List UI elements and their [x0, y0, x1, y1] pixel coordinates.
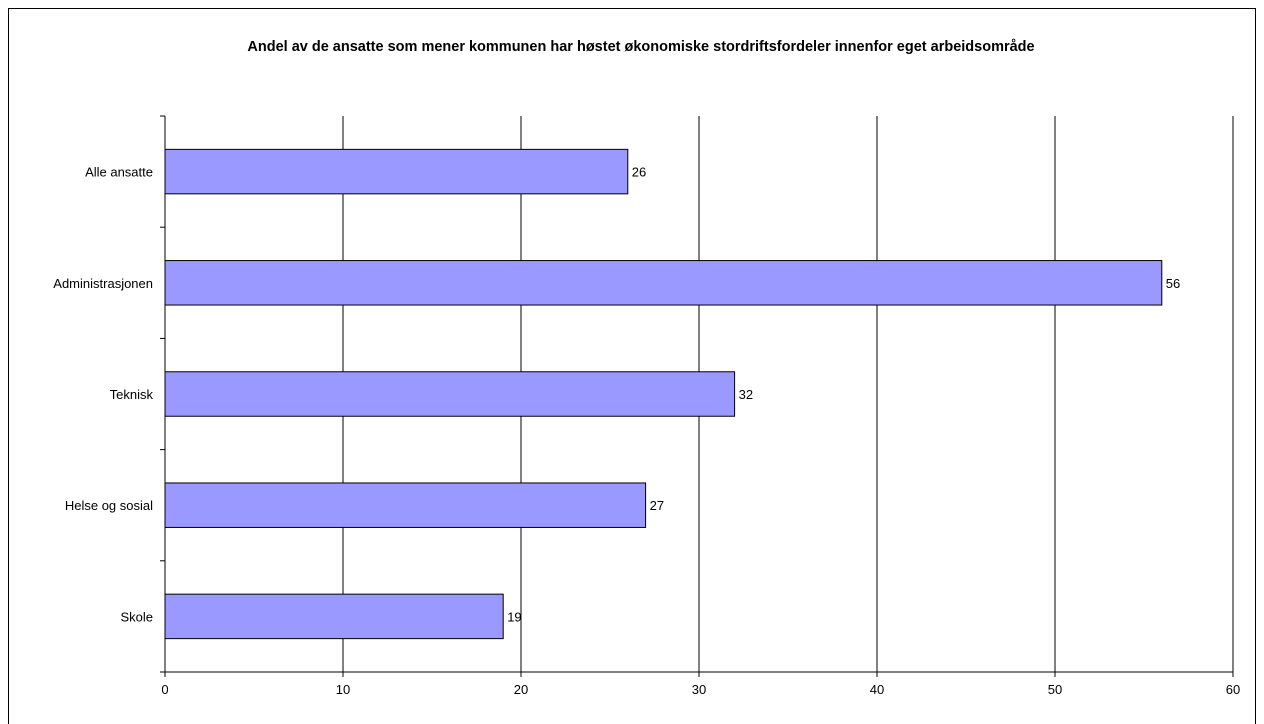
- bar: [164, 593, 504, 640]
- labels: Alle ansatte 26 Administrasjonen 56 Teknisk 3…: [53, 165, 1180, 625]
- bar: [164, 260, 1163, 306]
- x-tick-label: 30: [692, 682, 706, 697]
- category-label: Helse og sosial: [65, 498, 153, 513]
- category-label: Administrasjonen: [53, 276, 153, 291]
- data-label: 56: [1166, 276, 1180, 291]
- category-label: Skole: [120, 609, 153, 624]
- x-tick-label: 10: [336, 682, 350, 697]
- x-tick-label: 40: [870, 682, 884, 697]
- bar: [164, 371, 736, 417]
- data-label: 19: [507, 609, 521, 624]
- x-tick-label: 60: [1226, 682, 1240, 697]
- bars: [164, 148, 1163, 640]
- x-tick-label: 50: [1048, 682, 1062, 697]
- bar: [164, 482, 647, 528]
- bar: [164, 148, 629, 195]
- chart-title: Andel av de ansatte som mener kommunen h…: [247, 39, 1035, 55]
- data-label: 27: [650, 498, 664, 513]
- axes: 0 10 20 30 40 50 60: [160, 115, 1240, 697]
- data-label: 26: [632, 165, 646, 180]
- category-label: Alle ansatte: [85, 165, 153, 180]
- x-tick-label: 20: [514, 682, 528, 697]
- data-label: 32: [739, 387, 753, 402]
- category-label: Teknisk: [110, 387, 154, 402]
- x-tick-label: 0: [161, 682, 168, 697]
